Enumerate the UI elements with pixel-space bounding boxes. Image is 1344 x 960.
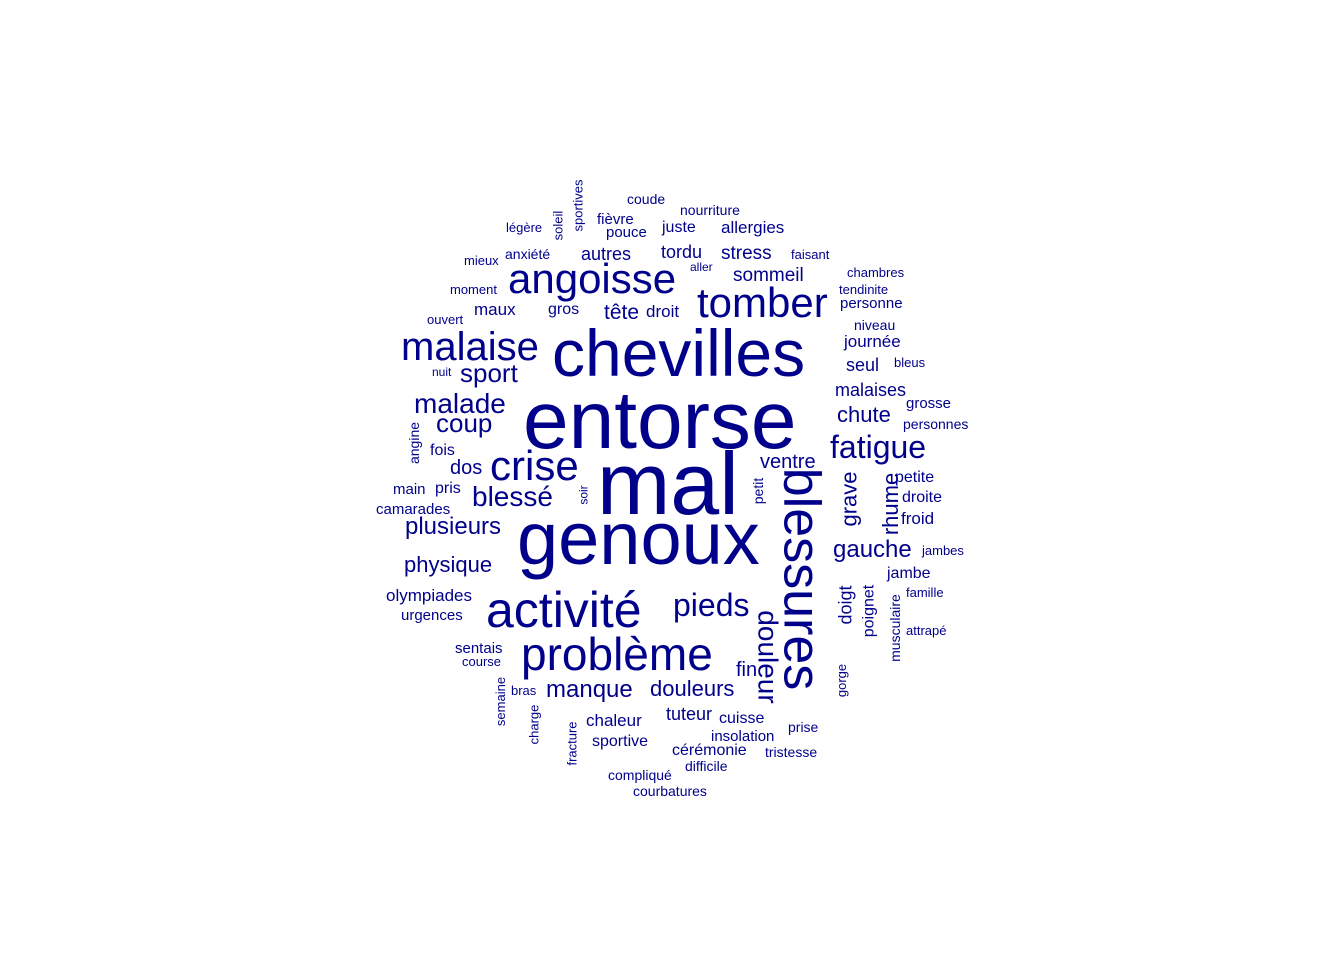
cloud-word: tendinite [839,282,889,297]
cloud-word: bleus [894,355,926,370]
cloud-word: maux [474,300,516,319]
cloud-word: pouce [606,224,647,241]
cloud-word: autres [581,244,632,264]
cloud-word: moment [450,282,497,297]
cloud-word: soleil [550,210,566,241]
cloud-word: douleur [752,610,784,704]
cloud-word: sport [460,358,518,388]
cloud-word: pris [435,480,461,497]
cloud-word: jambe [887,565,931,582]
cloud-word: fin [736,659,758,681]
cloud-word: fois [430,442,455,459]
cloud-word: olympiades [386,586,472,605]
cloud-word: manque [546,676,633,703]
cloud-word: entorse [523,375,797,466]
cloud-word: sommeil [733,265,804,286]
cloud-word: légère [506,220,543,235]
cloud-word: nourriture [680,202,740,218]
cloud-word: coup [436,408,493,438]
cloud-word: sentais [455,640,503,657]
cloud-word: plusieurs [405,513,502,540]
cloud-word: grosse [906,395,952,412]
cloud-word: douleurs [650,676,735,701]
cloud-word: pieds [673,587,750,623]
cloud-word: froid [901,509,935,528]
cloud-word: angine [406,421,423,465]
cloud-word: malaise [401,325,539,369]
cloud-word: doigt [835,585,856,625]
cloud-word: tristesse [765,744,818,760]
cloud-word: soir [576,485,591,505]
cloud-word: main [393,481,426,498]
cloud-word: blessé [472,481,553,512]
cloud-word: musculaire [886,594,903,662]
cloud-word: petite [895,469,935,486]
cloud-word: journée [844,332,901,351]
cloud-word: tomber [697,279,828,326]
cloud-word: tête [604,301,640,324]
cloud-word: mal [597,434,739,533]
cloud-word: allergies [721,218,785,237]
cloud-word: prise [788,719,819,735]
cloud-word: petit [750,477,767,505]
cloud-word: bras [511,683,537,698]
cloud-word: charge [526,704,542,745]
cloud-word: seul [846,355,880,375]
cloud-word: grave [836,471,862,527]
cloud-word: stress [721,243,772,264]
cloud-word: ventre [760,451,816,473]
cloud-word: nuit [432,365,452,379]
cloud-word: malaises [835,380,907,400]
cloud-word: poignet [860,584,878,638]
cloud-word: tordu [661,242,703,262]
cloud-word: camarades [376,501,451,518]
cloud-word: cuisse [719,710,765,727]
cloud-word: fracture [564,721,580,766]
cloud-word: problème [521,628,713,680]
cloud-word: dos [450,457,483,479]
cloud-word: fièvre [597,211,634,228]
cloud-word: gros [548,301,580,318]
cloud-word: genoux [517,497,760,580]
cloud-word: chaleur [586,711,642,730]
cloud-word: droite [902,489,943,506]
cloud-word: compliqué [608,767,672,783]
cloud-word: personnes [903,416,969,432]
cloud-word: chambres [847,265,905,280]
cloud-word: niveau [854,317,896,333]
cloud-word: gauche [833,536,912,563]
cloud-word: chute [837,402,891,427]
cloud-word: semaine [493,676,509,727]
cloud-word: personne [840,295,903,312]
cloud-word: difficile [685,758,728,774]
cloud-word: sportives [570,179,586,232]
cloud-word: courbatures [633,783,707,799]
cloud-word: gorge [834,663,850,698]
cloud-word: malade [414,388,506,419]
cloud-word: mieux [464,253,499,268]
cloud-word: juste [662,219,696,236]
cloud-word: faisant [791,247,830,262]
cloud-word: urgences [401,607,463,624]
cloud-word: angoisse [508,255,677,302]
cloud-word: crise [490,442,579,489]
cloud-word: cérémonie [672,742,747,759]
cloud-word: attrapé [906,623,947,638]
cloud-word: droit [646,302,680,321]
cloud-word: course [462,654,502,669]
cloud-word: fatigue [830,429,927,465]
cloud-word: aller [690,260,713,274]
cloud-word: activité [486,582,642,638]
cloud-word: sportive [592,733,649,750]
cloud-word: tuteur [666,704,713,724]
cloud-word: physique [404,552,493,577]
cloud-word: famille [906,585,944,600]
cloud-word: chevilles [552,316,806,390]
cloud-word: coude [627,191,666,207]
cloud-word: anxiété [505,246,551,262]
cloud-word: ouvert [427,312,464,327]
cloud-word: insolation [711,728,775,745]
cloud-word: jambes [922,543,964,558]
